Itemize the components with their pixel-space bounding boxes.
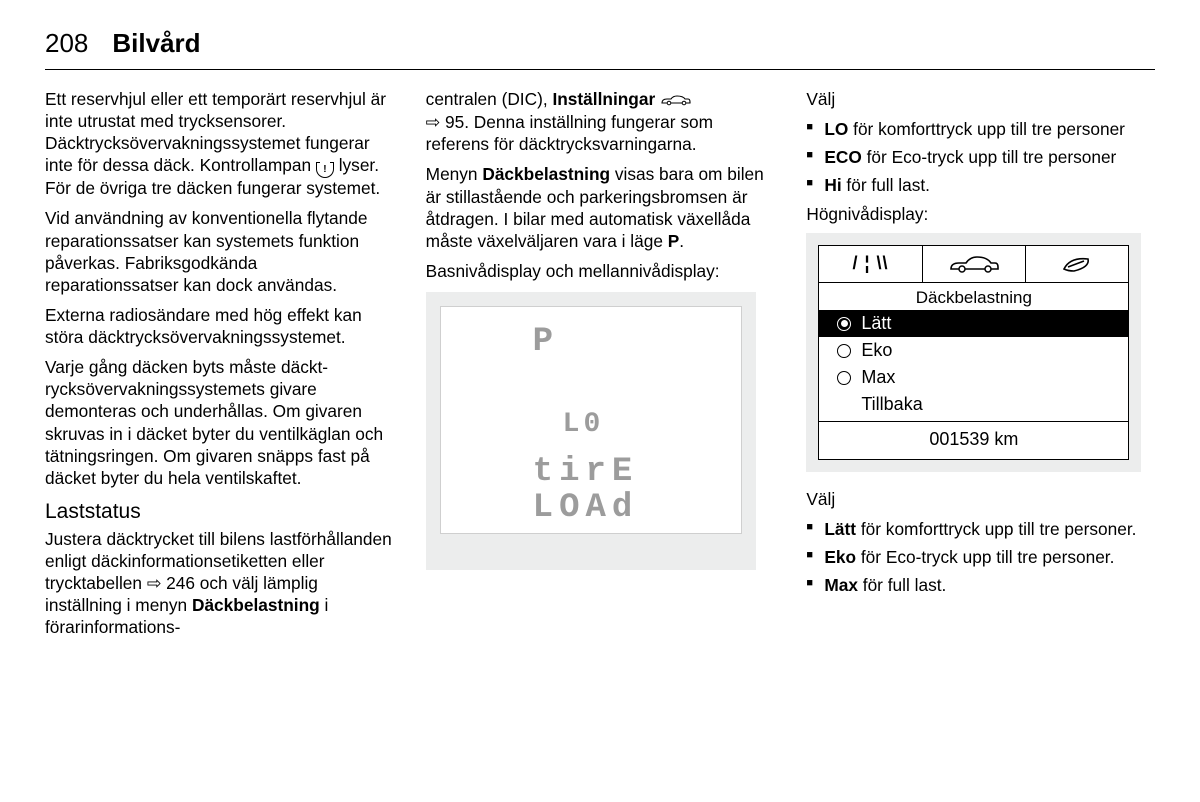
radio-icon (837, 371, 851, 385)
car-icon (660, 89, 692, 111)
car-icon (947, 253, 1001, 275)
bold-text: Hi (824, 175, 841, 195)
odometer: 001539 km (819, 421, 1128, 459)
bold-text: Max (824, 575, 858, 595)
text: centralen (DIC), (426, 89, 553, 109)
bold-text: P (668, 231, 680, 251)
text: . Denna inställning fungerar som referen… (426, 112, 713, 154)
text: för full last. (858, 575, 946, 595)
list-item: Lätt för komforttryck upp till tre perso… (806, 518, 1155, 540)
c2-para-2: Menyn Däckbelastning visas bara om bilen… (426, 163, 775, 252)
basic-display-figure: P L0 tirE LOAd (426, 292, 756, 570)
bold-text: ECO (824, 147, 861, 167)
bold-text: Lätt (824, 519, 856, 539)
page-title: Bilvård (112, 28, 200, 59)
tpms-warning-icon: ! (316, 164, 334, 178)
tab-vehicle (923, 246, 1026, 282)
text: för komforttryck upp till tre personer. (856, 519, 1136, 539)
c3-valj: Välj (806, 88, 1155, 110)
menu-item-label: Eko (861, 339, 892, 362)
text: för Eco-tryck upp till tre personer (862, 147, 1117, 167)
c1-para-1: Ett reservhjul eller ett temporärt reser… (45, 88, 394, 199)
reference-arrow-icon: ⇨ (426, 111, 440, 133)
bold-text: Däckbelastning (192, 595, 320, 615)
c3-valj2: Välj (806, 488, 1155, 510)
menu-back: Tillbaka (819, 391, 1128, 420)
page-number: 208 (45, 28, 88, 59)
tab-eco (1026, 246, 1128, 282)
bullet-list-1: LO för komforttryck upp till tre persone… (806, 118, 1155, 196)
bold-text: LO (824, 119, 848, 139)
ref-page: 95 (445, 112, 464, 132)
c1-para-3: Externa radiosändare med hög effekt kan … (45, 304, 394, 348)
ref-page: 246 (166, 573, 195, 593)
lcd-gear-p: P (533, 321, 555, 365)
lane-icon: / ¦ \\ (852, 252, 888, 275)
list-item: Max för full last. (806, 574, 1155, 596)
menu-item-eko: Eko (819, 337, 1128, 364)
bold-text: Däckbelastning (482, 164, 610, 184)
tab-lane: / ¦ \\ (819, 246, 922, 282)
menu-item-label: Lätt (861, 312, 891, 335)
c1-para-2: Vid användning av konventionella fly­tan… (45, 207, 394, 296)
text: . (679, 231, 684, 251)
column-2: centralen (DIC), Inställningar ⇨ 95. Den… (426, 88, 775, 646)
list-item: Eko för Eco-tryck upp till tre personer. (806, 546, 1155, 568)
high-display-figure: / ¦ \\ Däckbelastning Lätt Eko (806, 233, 1141, 472)
lcd-lo: L0 (563, 407, 605, 443)
content-columns: Ett reservhjul eller ett temporärt reser… (45, 88, 1155, 646)
list-item: LO för komforttryck upp till tre persone… (806, 118, 1155, 140)
lcd-screen: P L0 tirE LOAd (440, 306, 742, 534)
menu-item-latt: Lätt (819, 310, 1128, 337)
dic-menu: / ¦ \\ Däckbelastning Lätt Eko (818, 245, 1129, 460)
column-3: Välj LO för komforttryck upp till tre pe… (806, 88, 1155, 646)
leaf-icon (1060, 253, 1094, 275)
menu-title: Däckbelastning (819, 283, 1128, 311)
c1-para-5: Justera däcktrycket till bilens lastför­… (45, 528, 394, 639)
radio-selected-icon (837, 317, 851, 331)
text: för Eco-tryck upp till tre personer. (856, 547, 1114, 567)
column-1: Ett reservhjul eller ett temporärt reser… (45, 88, 394, 646)
reference-arrow-icon: ⇨ (147, 572, 161, 594)
menu-item-max: Max (819, 364, 1128, 391)
menu-item-label: Max (861, 366, 895, 389)
menu-tabs: / ¦ \\ (819, 246, 1128, 283)
list-item: ECO för Eco-tryck upp till tre personer (806, 146, 1155, 168)
bold-text: Inställningar (552, 89, 655, 109)
bullet-list-2: Lätt för komforttryck upp till tre perso… (806, 518, 1155, 596)
list-item: Hi för full last. (806, 174, 1155, 196)
text: Menyn (426, 164, 483, 184)
c2-para-3: Basnivådisplay och mellannivådis­play: (426, 260, 775, 282)
laststatus-heading: Laststatus (45, 499, 394, 526)
page-header: 208 Bilvård (45, 28, 1155, 70)
bold-text: Eko (824, 547, 856, 567)
text: för komforttryck upp till tre personer (848, 119, 1125, 139)
text: för full last. (842, 175, 930, 195)
radio-icon (837, 344, 851, 358)
c3-high-label: Högnivådisplay: (806, 203, 1155, 225)
c1-para-4: Varje gång däcken byts måste däckt­rycks… (45, 356, 394, 489)
lcd-load: LOAd (533, 487, 639, 531)
c2-para-1: centralen (DIC), Inställningar ⇨ 95. Den… (426, 88, 775, 155)
